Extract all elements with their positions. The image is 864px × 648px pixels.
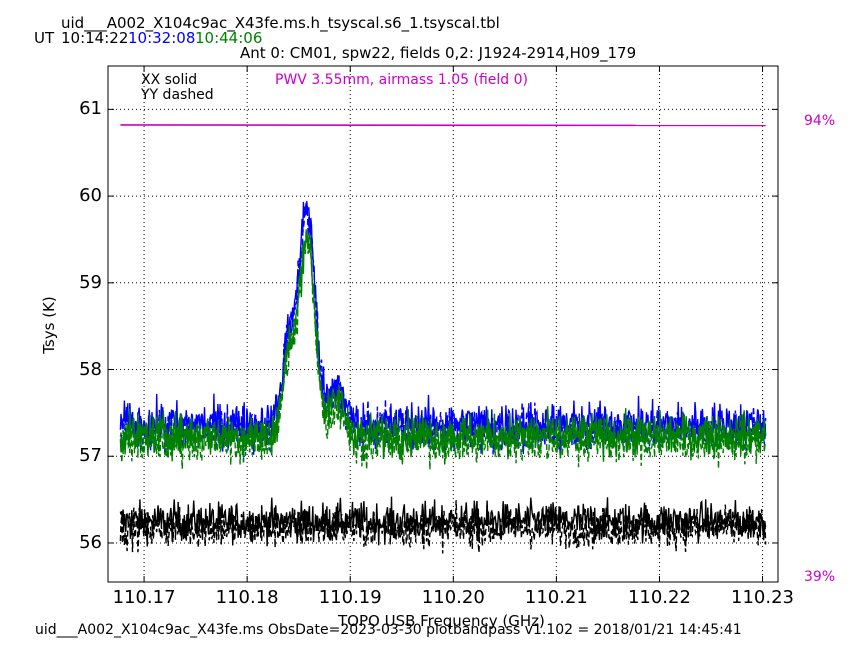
y-tick-label: 59 <box>79 271 102 293</box>
atm-transmission-line <box>120 124 766 127</box>
y-tick-label: 58 <box>79 358 102 380</box>
x-tick-label: 110.21 <box>524 587 588 608</box>
atm-top-label: 94% <box>804 113 836 129</box>
table-name-title: uid___A002_X104c9ac_X43fe.ms.h_tsyscal.s… <box>61 14 500 32</box>
series-layer <box>119 200 767 554</box>
y-tick-label: 57 <box>79 445 102 467</box>
y-tick-label: 56 <box>79 531 102 553</box>
x-tick-label: 110.17 <box>112 587 176 608</box>
series-101422-yy <box>119 500 767 554</box>
ut-label: UT <box>34 29 55 47</box>
atm-layer <box>120 124 766 127</box>
time-stamp-3: 10:44:06 <box>195 29 263 47</box>
x-tick-label: 110.19 <box>318 587 382 608</box>
x-axis-label: TOPO USB Frequency (GHz) <box>338 612 545 630</box>
y-tick-label: 61 <box>79 98 102 120</box>
pwv-label: PWV 3.55mm, airmass 1.05 (field 0) <box>275 72 529 88</box>
atm-bottom-label: 39% <box>804 569 836 585</box>
x-tick-label: 110.20 <box>421 587 485 608</box>
x-tick-label: 110.23 <box>731 587 795 608</box>
axes-frame <box>107 65 779 583</box>
subtitle: Ant 0: CM01, spw22, fields 0,2: J1924-29… <box>240 44 637 62</box>
y-axis-label: Tsys (K) <box>39 296 58 354</box>
x-tick-label: 110.18 <box>215 587 279 608</box>
footer-info: uid___A002_X104c9ac_X43fe.ms ObsDate=202… <box>35 622 742 638</box>
time-stamp-2: 10:32:08 <box>128 29 196 47</box>
ticks <box>108 66 778 582</box>
legend-yy-dashed: YY dashed <box>141 87 214 103</box>
x-tick-label: 110.22 <box>627 587 691 608</box>
time-stamp-1: 10:14:22 <box>61 29 129 47</box>
legend-xx-solid: XX solid <box>141 72 198 88</box>
series-104406-yy <box>119 228 767 470</box>
y-tick-label: 60 <box>79 185 102 207</box>
